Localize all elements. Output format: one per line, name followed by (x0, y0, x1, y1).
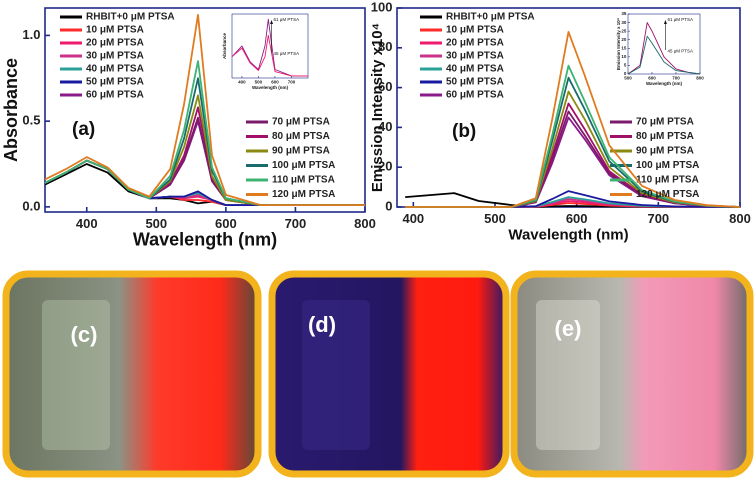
y-axis-label: Emission Intensity x 10⁴ (616, 18, 621, 70)
legend-label: 110 μM PTSA (272, 175, 335, 186)
plot-frame (627, 13, 701, 75)
legend-label: 120 μM PTSA (636, 189, 699, 200)
vial (302, 300, 370, 450)
x-tick-label: 700 (285, 216, 307, 231)
annotation: 61 μM PTSA (274, 17, 300, 22)
legend-label: 40 μM PTSA (446, 64, 504, 75)
legend-label: 70 μM PTSA (636, 117, 694, 128)
y-tick-label: 25 (621, 28, 627, 33)
x-tick-label: 600 (566, 211, 588, 226)
y-tick-label: 1.0 (22, 27, 40, 42)
y-tick-label: 30 (621, 20, 627, 25)
y-tick-label: 0.0 (22, 198, 40, 213)
y-tick-label: 80 (378, 39, 392, 54)
y-tick-label: 0 (385, 198, 392, 213)
y-tick-label: 40 (378, 119, 392, 134)
y-axis-label: Absorbance (222, 33, 227, 60)
series-line (44, 14, 365, 206)
panel-label: (a) (72, 119, 95, 140)
x-tick-label: 600 (215, 216, 237, 231)
legend-label: 90 μM PTSA (636, 146, 694, 157)
y-tick-label: 20 (621, 37, 627, 42)
legend-label: 10 μM PTSA (86, 25, 144, 36)
legend-label: 60 μM PTSA (86, 90, 144, 101)
legend-label: 80 μM PTSA (636, 131, 694, 142)
x-axis-label: Wavelength (nm) (252, 85, 289, 90)
legend-label: 10 μM PTSA (446, 25, 504, 36)
y-tick-label: 0 (624, 71, 627, 76)
y-axis-label: Absorbance (1, 58, 21, 162)
y-tick-label: 35 (621, 11, 627, 16)
legend-label: 20 μM PTSA (86, 38, 144, 49)
y-tick-label: 100 (371, 0, 393, 14)
x-tick-label: 800 (696, 75, 704, 80)
y-tick-label: 20 (378, 159, 392, 174)
x-tick-label: 500 (255, 79, 263, 84)
legend-label: 70 μM PTSA (272, 117, 330, 128)
legend-label: 100 μM PTSA (636, 160, 699, 171)
annotation: 61 μM PTSA (667, 17, 693, 22)
x-tick-label: 600 (271, 79, 279, 84)
series-line (627, 35, 701, 75)
y-tick-label: 0.5 (22, 113, 40, 128)
x-tick-label: 800 (729, 211, 751, 226)
x-tick-label: 500 (484, 211, 506, 226)
series-line (231, 34, 308, 77)
vial (536, 300, 600, 450)
x-tick-label: 700 (672, 75, 680, 80)
photo-e (510, 270, 754, 478)
photo-panels: (c) (d) (e) (2, 270, 754, 478)
x-tick-label: 500 (145, 216, 167, 231)
x-axis-label: Wavelength (nm) (508, 227, 628, 244)
x-axis-label: Wavelength (nm) (133, 229, 277, 249)
legend-label: 80 μM PTSA (272, 131, 330, 142)
x-tick-label: 400 (402, 211, 424, 226)
legend-label: 30 μM PTSA (446, 51, 504, 62)
vial (42, 300, 110, 450)
x-tick-label: 500 (624, 75, 632, 80)
x-tick-label: 400 (238, 79, 246, 84)
legend-label: 50 μM PTSA (446, 77, 504, 88)
series-line (405, 31, 741, 208)
annotation-arrowhead (663, 20, 667, 24)
x-tick-label: 800 (354, 216, 376, 231)
legend-label: 30 μM PTSA (86, 51, 144, 62)
y-tick-label: 10 (621, 54, 627, 59)
y-tick-label: 60 (378, 79, 392, 94)
legend-label: 50 μM PTSA (86, 77, 144, 88)
legend-label: 120 μM PTSA (272, 189, 335, 200)
legend-label: RHBIT+0 μM PTSA (446, 12, 535, 23)
photo-label: (e) (555, 316, 582, 341)
legend-label: 60 μM PTSA (446, 90, 504, 101)
annotation: 45 μM PTSA (667, 48, 693, 53)
x-tick-label: 600 (648, 75, 656, 80)
y-tick-label: 5 (624, 63, 627, 68)
legend-label: 110 μM PTSA (636, 175, 699, 186)
legend-label: 20 μM PTSA (446, 38, 504, 49)
y-tick-label: 15 (621, 45, 627, 50)
x-tick-label: 400 (76, 216, 98, 231)
annotation-arrowhead (270, 20, 274, 24)
x-tick-label: 700 (288, 79, 296, 84)
y-axis-label: Emission Intensity x10⁴ (369, 23, 386, 192)
photo-label: (c) (71, 322, 98, 347)
photo-c (2, 270, 262, 478)
x-tick-label: 700 (647, 211, 669, 226)
x-axis-label: Wavelength (nm) (646, 81, 683, 86)
annotation: 45 μM PTSA (274, 51, 300, 56)
legend-label: 100 μM PTSA (272, 160, 335, 171)
legend-label: 90 μM PTSA (272, 146, 330, 157)
series-line (231, 18, 308, 77)
panel-label: (b) (452, 121, 476, 142)
photo-label: (d) (308, 312, 336, 337)
legend-label: RHBIT+0 μM PTSA (86, 12, 175, 23)
legend-label: 40 μM PTSA (86, 64, 144, 75)
